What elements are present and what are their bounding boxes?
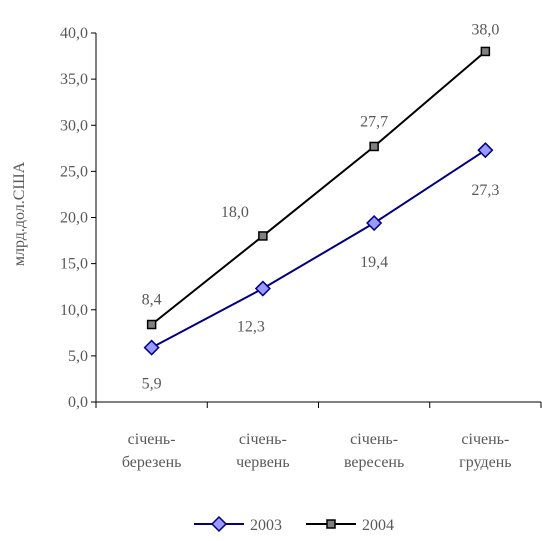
y-tick-label: 40,0 [60,25,88,42]
data-label-2004: 18,0 [221,204,249,221]
y-tick-label: 0,0 [68,394,88,411]
y-tick-label: 20,0 [60,210,88,227]
data-point-2003 [366,214,383,232]
data-point-2004 [146,319,157,330]
data-point-2004 [480,46,491,57]
y-tick-label: 25,0 [60,163,88,180]
data-label-2004: 27,7 [360,113,388,130]
y-axis-label: млрд.дол.США [11,161,28,266]
data-label-2003: 27,3 [471,182,499,199]
y-tick-label: 10,0 [60,302,88,319]
data-label-2003: 5,9 [142,376,162,393]
data-label-2003: 12,3 [237,319,265,336]
data-point-2004 [258,231,268,241]
series-line-2003 [151,149,486,349]
y-tick-label: 30,0 [60,117,88,134]
legend-marker-2004 [326,519,336,529]
y-tick-label: 15,0 [60,256,88,273]
x-category-label: січень-червень [236,431,290,471]
legend-marker-2003 [210,515,228,533]
series-line-2004 [151,50,487,326]
series-layer: 5,9 12,3 19,4 27,3 8,4 18,0 27,7 38,0 [142,21,500,392]
y-tick-label: 5,0 [68,348,88,365]
x-category-label: січень-вересень [344,431,404,471]
data-label-2004: 38,0 [471,21,499,38]
data-point-2003 [254,280,271,297]
x-category-label: січень-березень [122,431,182,471]
x-axis: січень-березень січень-червень січень-вере… [95,401,542,471]
legend-label-2003: 2003 [250,517,282,534]
data-point-2003 [143,339,160,356]
x-category-label: січень-грудень [459,431,511,471]
data-label-2003: 19,4 [360,254,388,271]
data-point-2004 [369,141,379,152]
data-point-2003 [477,142,494,159]
legend: 2003 2004 [194,515,394,534]
data-label-2004: 8,4 [142,292,162,309]
y-axis: 0,0 5,0 10,0 15,0 20,0 25,0 30,0 35,0 40,0 [60,25,97,411]
y-tick-label: 35,0 [60,71,88,88]
legend-label-2004: 2004 [362,517,394,534]
